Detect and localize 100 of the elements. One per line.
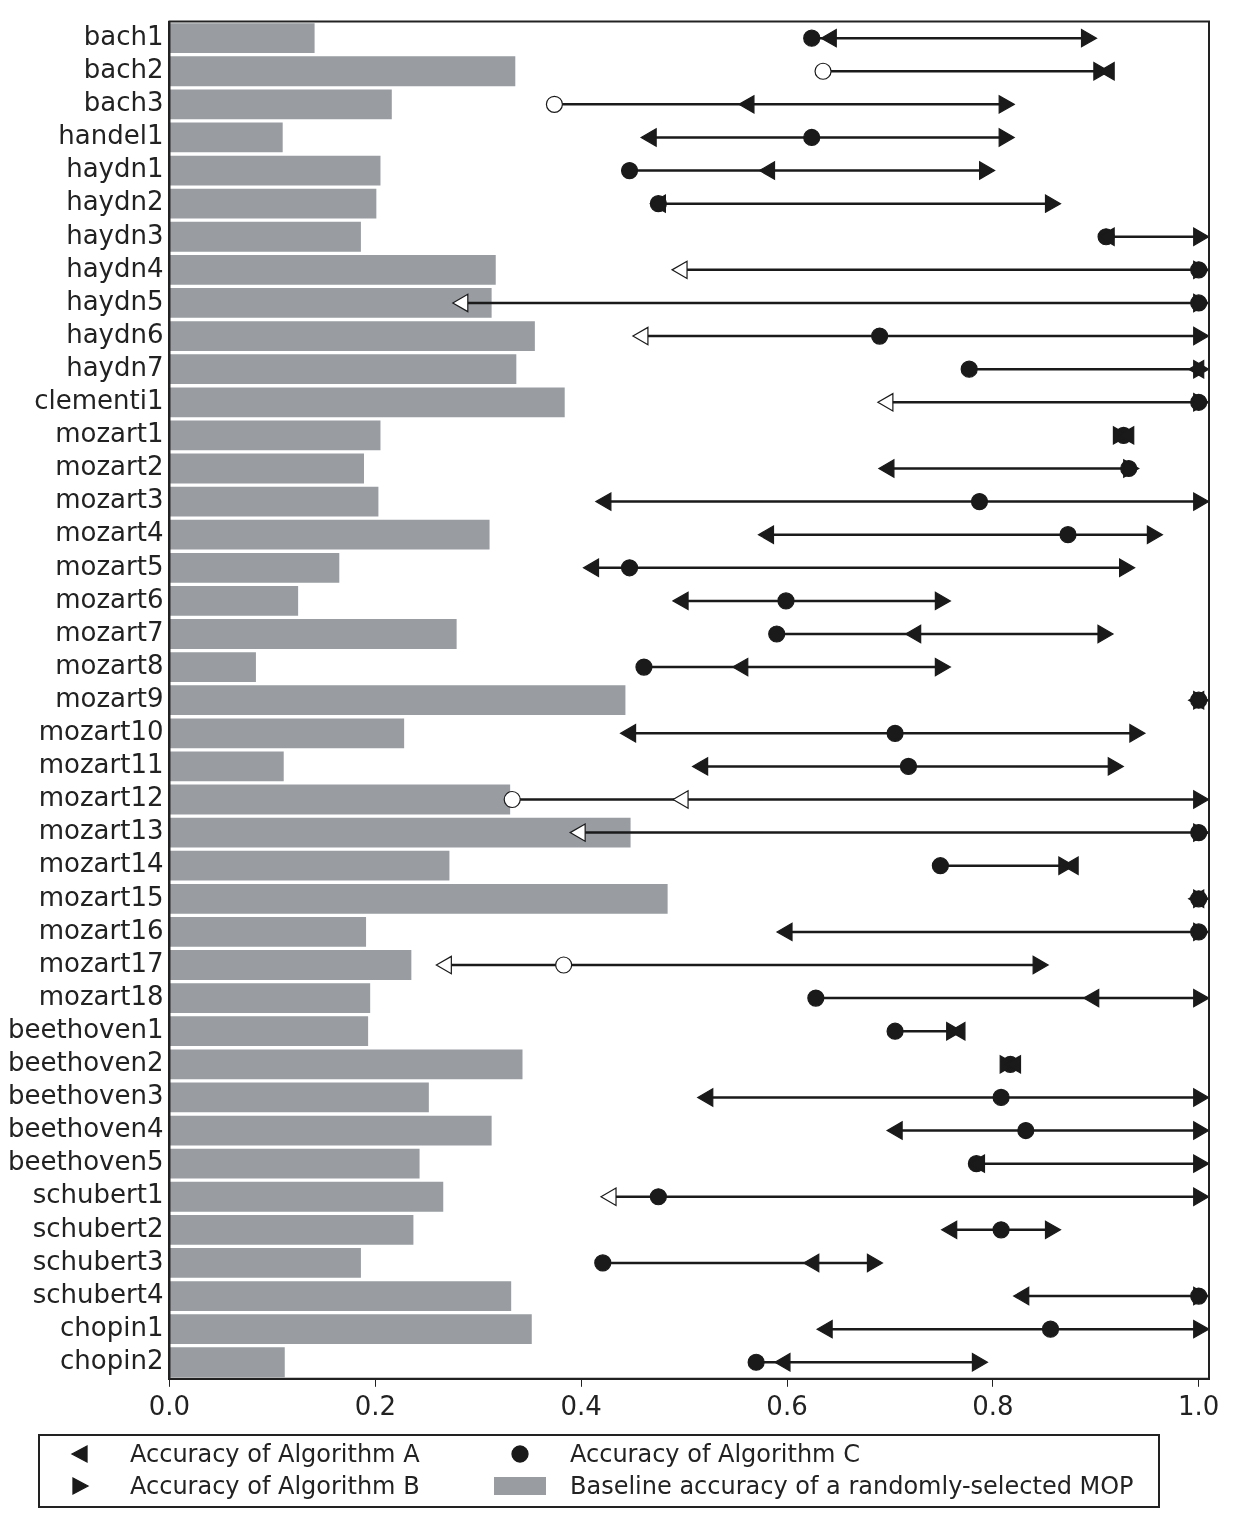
point bbox=[934, 591, 951, 611]
point bbox=[692, 757, 709, 776]
point bbox=[595, 492, 612, 511]
y-tick-label: mozart6 bbox=[55, 583, 164, 614]
point bbox=[934, 657, 951, 677]
x-tick-label: 0.2 bbox=[354, 1391, 396, 1422]
y-tick-label: haydn5 bbox=[66, 285, 164, 316]
y-tick-label: haydn3 bbox=[66, 219, 164, 250]
bar bbox=[169, 817, 631, 848]
bar bbox=[169, 751, 284, 782]
point bbox=[992, 1221, 1010, 1239]
x-tick-label: 0.6 bbox=[766, 1391, 808, 1422]
point bbox=[871, 327, 889, 345]
y-tick-label: mozart4 bbox=[55, 517, 164, 548]
bar bbox=[169, 1347, 285, 1378]
x-tick-label: 0.4 bbox=[560, 1391, 602, 1422]
point bbox=[816, 1319, 833, 1339]
point bbox=[435, 955, 452, 975]
bar bbox=[169, 586, 299, 616]
bar bbox=[169, 420, 381, 451]
bar bbox=[169, 519, 490, 550]
bar bbox=[169, 288, 492, 318]
bar bbox=[169, 883, 668, 914]
point bbox=[1129, 724, 1146, 743]
y-tick-label: chopin2 bbox=[60, 1345, 164, 1375]
bar bbox=[169, 685, 626, 716]
point bbox=[1193, 988, 1209, 1008]
point bbox=[452, 293, 469, 313]
point bbox=[1032, 955, 1049, 975]
point bbox=[1017, 1121, 1035, 1140]
y-tick-label: mozart16 bbox=[38, 914, 164, 945]
point bbox=[619, 724, 637, 743]
point bbox=[1193, 492, 1209, 511]
point bbox=[1193, 1088, 1209, 1107]
point bbox=[758, 161, 776, 180]
point bbox=[807, 989, 825, 1007]
bar bbox=[169, 718, 405, 749]
bar bbox=[169, 486, 379, 517]
point bbox=[1044, 1220, 1062, 1240]
point bbox=[992, 1088, 1010, 1107]
y-tick-label: beethoven5 bbox=[8, 1146, 164, 1177]
y-tick-label: mozart1 bbox=[55, 418, 164, 449]
point bbox=[998, 128, 1015, 147]
bar bbox=[169, 254, 496, 285]
point bbox=[768, 625, 786, 643]
bar bbox=[169, 1115, 492, 1146]
y-tick-label: beethoven1 bbox=[8, 1013, 164, 1044]
bar bbox=[169, 1214, 414, 1245]
y-tick-label: bach2 bbox=[83, 54, 164, 84]
bar bbox=[169, 387, 565, 418]
point bbox=[1193, 326, 1209, 346]
x-tick-label: 0.0 bbox=[148, 1391, 191, 1422]
bar bbox=[169, 1148, 420, 1179]
point bbox=[649, 1188, 667, 1206]
point bbox=[1193, 1319, 1209, 1339]
legend-label: Baseline accuracy of a randomly-selected MOP bbox=[570, 1472, 1134, 1500]
y-tick-label: beethoven4 bbox=[8, 1113, 164, 1144]
bar bbox=[169, 850, 450, 881]
bar bbox=[169, 917, 367, 947]
bar bbox=[169, 453, 364, 484]
point bbox=[1193, 227, 1209, 247]
y-tick-label: schubert4 bbox=[32, 1278, 164, 1309]
y-tick-label: haydn1 bbox=[66, 153, 164, 184]
y-tick-label: handel1 bbox=[58, 120, 164, 151]
bar bbox=[169, 122, 283, 153]
y-tick-label: mozart17 bbox=[38, 947, 164, 978]
point bbox=[582, 558, 600, 578]
y-tick-label: mozart8 bbox=[55, 649, 164, 680]
point bbox=[886, 724, 904, 742]
point bbox=[640, 128, 657, 147]
bar bbox=[169, 188, 377, 219]
legend-label: Accuracy of Algorithm B bbox=[130, 1472, 420, 1500]
y-tick-label: schubert1 bbox=[32, 1179, 164, 1210]
y-tick-label: mozart12 bbox=[38, 782, 164, 813]
point bbox=[569, 823, 586, 842]
point bbox=[899, 757, 918, 776]
point bbox=[803, 29, 821, 47]
point bbox=[1193, 790, 1209, 809]
point bbox=[1044, 194, 1062, 213]
point bbox=[672, 790, 689, 809]
point bbox=[747, 1353, 765, 1371]
point bbox=[1193, 1154, 1209, 1173]
bar bbox=[169, 983, 371, 1014]
y-tick-label: mozart13 bbox=[38, 815, 164, 846]
bar bbox=[169, 1181, 444, 1212]
point bbox=[1193, 1121, 1209, 1140]
bar bbox=[169, 155, 381, 186]
bar bbox=[169, 1281, 512, 1311]
bar bbox=[169, 1082, 429, 1113]
bar bbox=[169, 1049, 523, 1080]
point bbox=[814, 62, 832, 80]
point bbox=[960, 360, 978, 378]
point bbox=[1119, 558, 1136, 578]
bar bbox=[169, 1248, 361, 1278]
point bbox=[803, 1253, 820, 1273]
bar bbox=[169, 23, 315, 54]
y-tick-label: mozart3 bbox=[55, 484, 164, 515]
point bbox=[757, 525, 775, 544]
point bbox=[776, 922, 793, 942]
bar bbox=[169, 552, 340, 583]
